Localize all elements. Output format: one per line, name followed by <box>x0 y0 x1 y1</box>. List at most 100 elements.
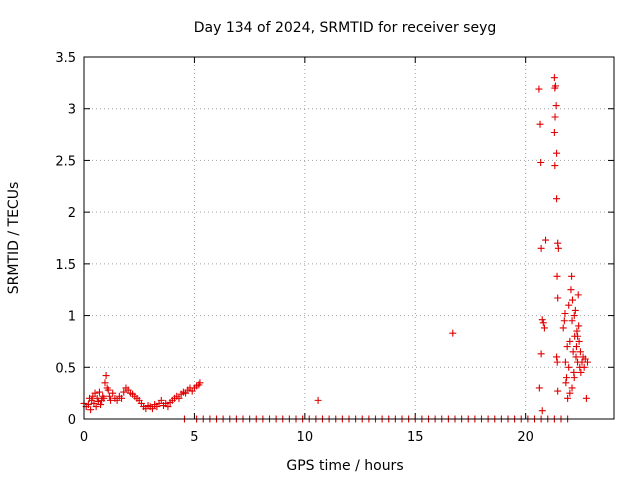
data-point <box>574 291 582 299</box>
data-point <box>536 120 544 128</box>
data-point <box>573 327 581 335</box>
data-point <box>107 396 114 404</box>
data-point <box>572 353 580 361</box>
y-tick-label: 3.5 <box>55 51 76 66</box>
data-point <box>580 363 588 371</box>
data-point <box>175 394 183 402</box>
data-point <box>571 306 579 314</box>
data-point <box>550 74 558 82</box>
data-point <box>540 324 548 332</box>
data-point <box>553 353 561 361</box>
data-point <box>559 324 567 332</box>
data-point <box>164 403 172 411</box>
x-tick-label: 20 <box>517 430 534 445</box>
data-markers <box>80 74 591 423</box>
data-point <box>554 239 562 247</box>
data-point <box>563 374 571 382</box>
data-point <box>565 363 573 371</box>
data-point <box>569 348 577 356</box>
data-point <box>84 401 92 409</box>
data-point <box>97 401 105 409</box>
data-point <box>538 316 546 324</box>
y-tick-label: 2 <box>68 206 76 221</box>
data-point <box>568 384 576 392</box>
data-point <box>566 337 574 345</box>
x-tick-label: 10 <box>297 430 314 445</box>
y-tick-label: 1.5 <box>55 258 76 273</box>
x-axis-label: GPS time / hours <box>286 458 403 474</box>
data-point <box>113 396 121 404</box>
data-point <box>196 379 204 387</box>
data-point <box>92 403 100 411</box>
data-point <box>567 286 575 294</box>
data-point <box>537 350 545 358</box>
data-point <box>561 310 569 318</box>
data-point <box>582 394 590 402</box>
data-point <box>101 379 109 387</box>
data-point <box>574 332 582 340</box>
data-point <box>550 129 558 137</box>
plot-frame <box>83 56 615 420</box>
data-point <box>554 387 562 395</box>
data-point <box>565 301 573 309</box>
data-point <box>568 272 576 280</box>
data-point <box>87 406 95 414</box>
data-point <box>563 343 571 351</box>
data-point <box>148 405 156 413</box>
data-point <box>568 317 576 325</box>
data-point <box>157 396 165 404</box>
data-point <box>554 294 562 302</box>
data-point <box>100 394 108 402</box>
data-point <box>93 394 101 402</box>
data-point <box>535 85 543 93</box>
data-point <box>576 348 584 356</box>
data-point <box>91 389 99 397</box>
data-point <box>561 358 569 366</box>
y-tick-label: 2.5 <box>55 154 76 169</box>
data-point <box>560 317 568 325</box>
data-point <box>551 82 559 90</box>
data-point <box>537 244 545 252</box>
data-point <box>538 407 546 415</box>
data-point <box>552 102 560 110</box>
grid <box>84 57 614 419</box>
data-point <box>575 322 583 330</box>
data-point <box>553 149 561 157</box>
data-point <box>95 388 103 396</box>
data-point <box>554 244 562 252</box>
data-point <box>120 388 128 396</box>
y-tick-label: 3 <box>68 103 76 118</box>
y-tick-label: 0 <box>68 413 76 428</box>
data-point <box>577 368 585 376</box>
data-point <box>553 358 561 366</box>
x-tick-label: 15 <box>407 430 424 445</box>
data-point <box>539 319 547 327</box>
data-point <box>553 272 561 280</box>
data-point <box>570 312 578 320</box>
data-point <box>537 158 545 166</box>
data-point <box>570 374 578 382</box>
data-point <box>553 195 561 203</box>
data-point <box>104 386 112 394</box>
data-point <box>535 384 543 392</box>
data-point <box>575 337 583 345</box>
data-point <box>584 358 591 366</box>
data-point <box>314 396 322 404</box>
data-point <box>105 392 113 400</box>
data-point <box>564 394 572 402</box>
y-tick-label: 0.5 <box>55 361 76 376</box>
data-point <box>118 394 126 402</box>
y-axis-label: SRMTID / TECUs <box>6 182 22 295</box>
axis-ticks: 0 5 10 15 20 0 0.5 1 1.5 2 2.5 3 3.5 <box>55 51 614 445</box>
data-point <box>566 389 574 397</box>
data-point <box>102 372 110 380</box>
data-point <box>542 236 550 244</box>
chart-title: Day 134 of 2024, SRMTID for receiver sey… <box>194 20 497 36</box>
data-point <box>551 162 559 170</box>
data-point <box>551 113 559 121</box>
data-point <box>449 329 457 337</box>
data-point <box>572 343 580 351</box>
x-tick-label: 0 <box>80 430 88 445</box>
